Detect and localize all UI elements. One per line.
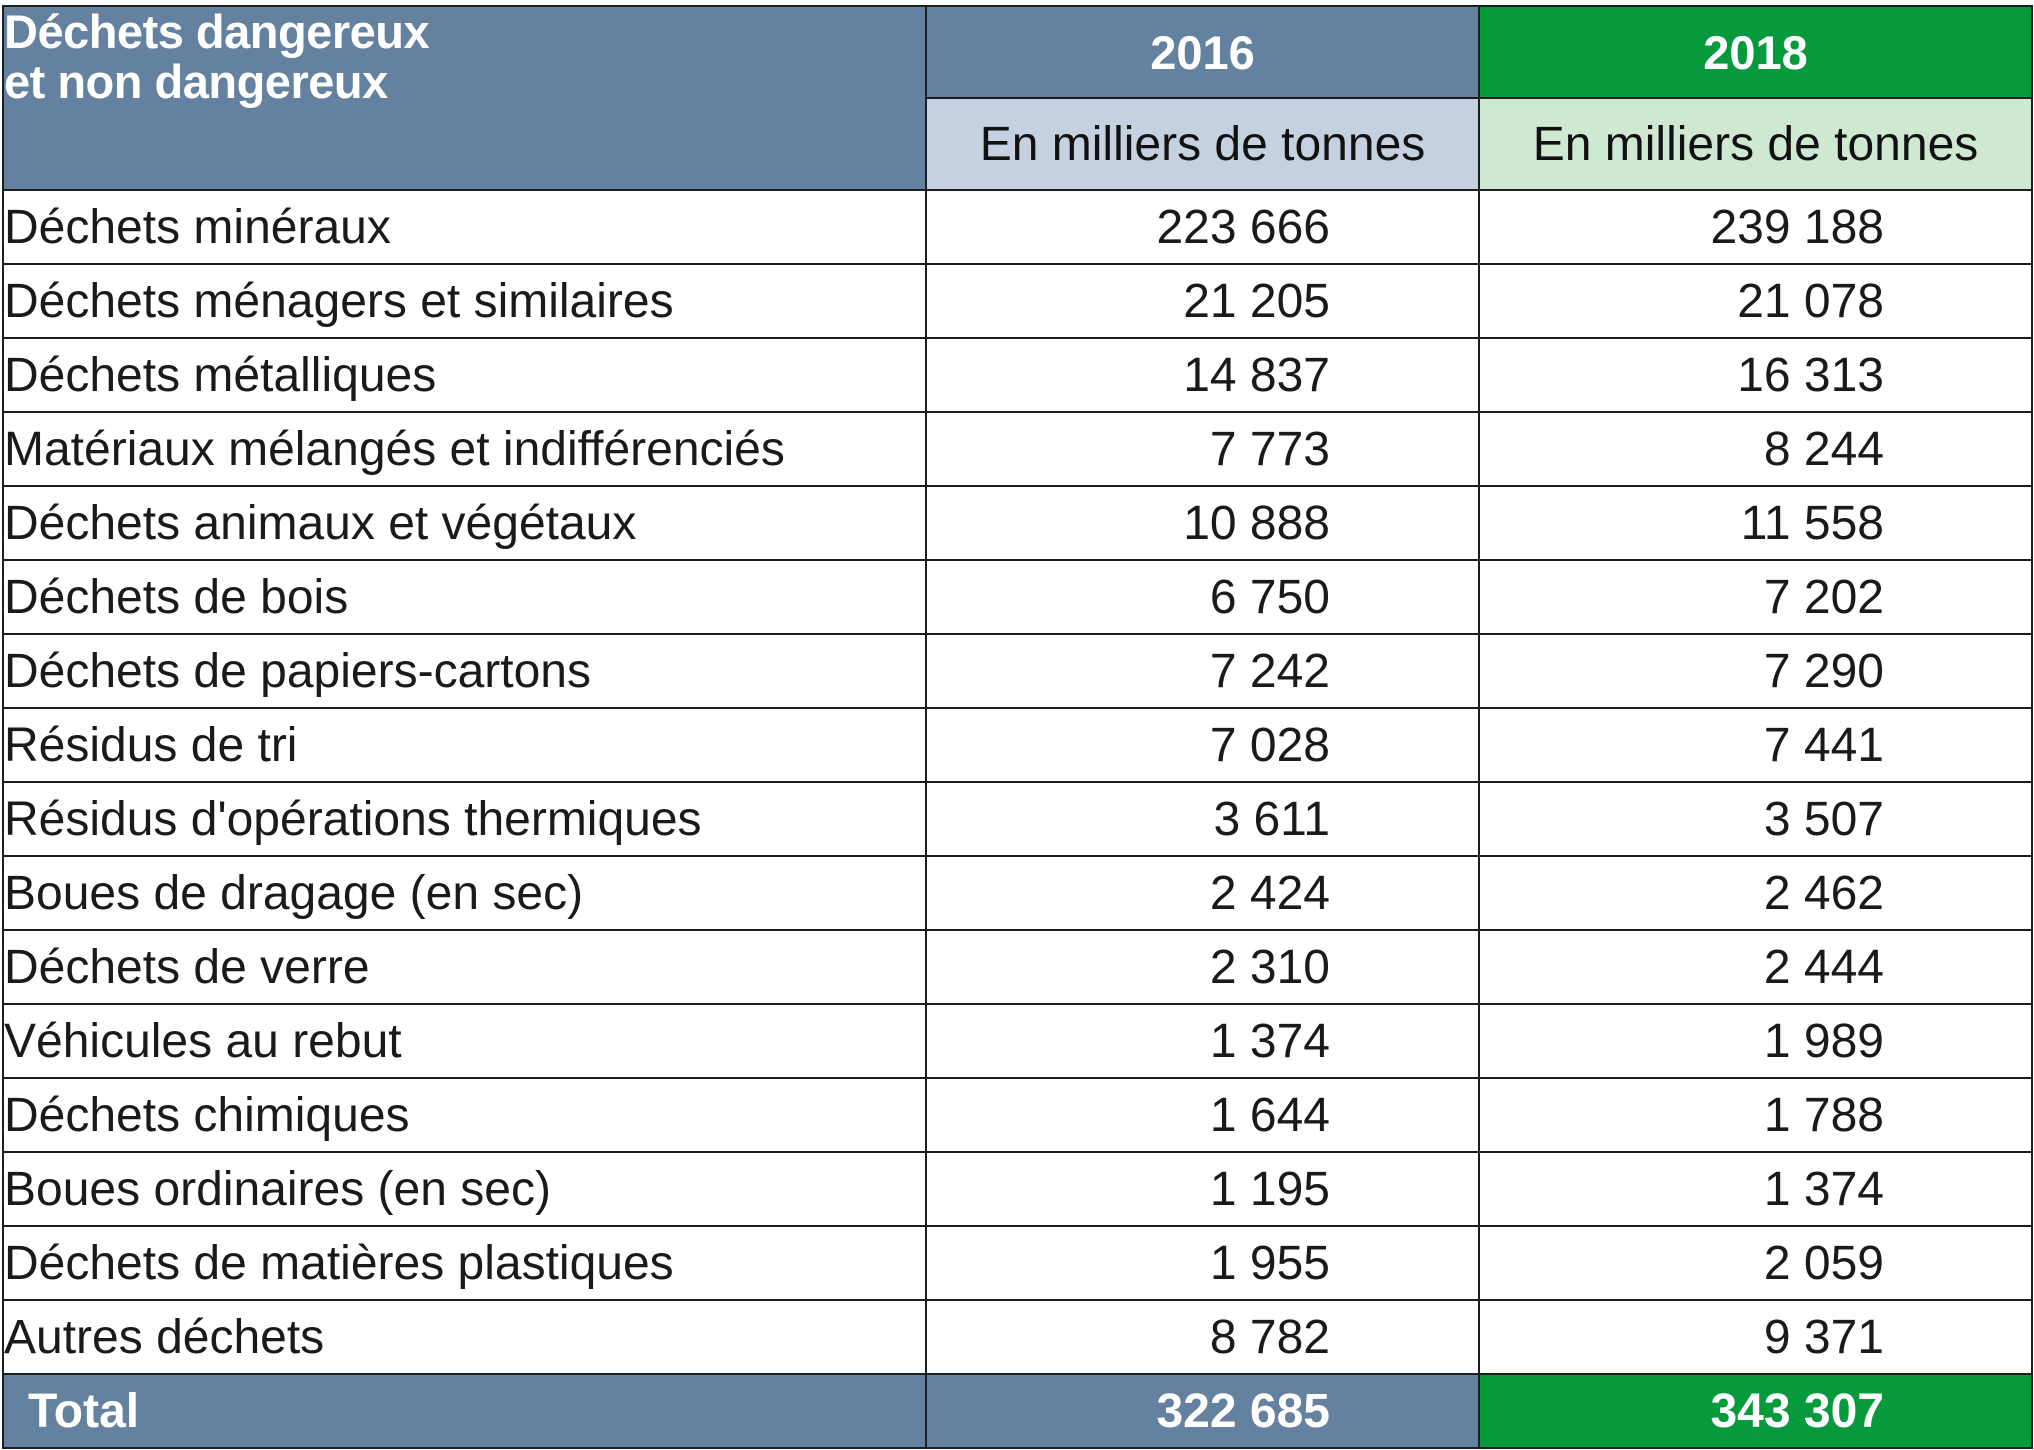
row-value-2018: 1 989 bbox=[1478, 1003, 2033, 1079]
row-label: Déchets de papiers-cartons bbox=[2, 633, 927, 709]
row-label: Déchets animaux et végétaux bbox=[2, 485, 927, 561]
row-value-2018: 9 371 bbox=[1478, 1299, 2033, 1375]
total-value-2016: 322 685 bbox=[925, 1373, 1480, 1449]
row-value-2018: 1 788 bbox=[1478, 1077, 2033, 1153]
row-label: Déchets de verre bbox=[2, 929, 927, 1005]
row-label: Matériaux mélangés et indifférenciés bbox=[2, 411, 927, 487]
row-value-2018: 7 441 bbox=[1478, 707, 2033, 783]
total-value-2018: 343 307 bbox=[1478, 1373, 2033, 1449]
row-value-2016: 1 374 bbox=[925, 1003, 1480, 1079]
waste-table: Déchets dangereux et non dangereux 2016 … bbox=[2, 5, 2033, 1449]
table-body: Déchets minéraux 223 666 239 188 Déchets mé… bbox=[2, 189, 2033, 1375]
table-row: Déchets chimiques 1 644 1 788 bbox=[2, 1077, 2033, 1153]
row-value-2016: 6 750 bbox=[925, 559, 1480, 635]
row-value-2018: 16 313 bbox=[1478, 337, 2033, 413]
row-value-2016: 223 666 bbox=[925, 189, 1480, 265]
table-row: Déchets de papiers-cartons 7 242 7 290 bbox=[2, 633, 2033, 709]
total-label: Total bbox=[2, 1373, 927, 1449]
row-value-2018: 1 374 bbox=[1478, 1151, 2033, 1227]
row-value-2018: 21 078 bbox=[1478, 263, 2033, 339]
row-value-2018: 239 188 bbox=[1478, 189, 2033, 265]
row-value-2016: 1 955 bbox=[925, 1225, 1480, 1301]
row-label: Véhicules au rebut bbox=[2, 1003, 927, 1079]
table-row: Boues de dragage (en sec) 2 424 2 462 bbox=[2, 855, 2033, 931]
row-label: Autres déchets bbox=[2, 1299, 927, 1375]
row-value-2016: 8 782 bbox=[925, 1299, 1480, 1375]
row-value-2018: 8 244 bbox=[1478, 411, 2033, 487]
row-value-2018: 2 444 bbox=[1478, 929, 2033, 1005]
column-header-2016: 2016 bbox=[925, 5, 1480, 99]
row-value-2016: 1 195 bbox=[925, 1151, 1480, 1227]
row-value-2018: 2 059 bbox=[1478, 1225, 2033, 1301]
header-label-line1: Déchets dangereux bbox=[4, 6, 430, 58]
table-row: Autres déchets 8 782 9 371 bbox=[2, 1299, 2033, 1375]
table-row: Déchets de bois 6 750 7 202 bbox=[2, 559, 2033, 635]
table-row: Déchets ménagers et similaires 21 205 21 0… bbox=[2, 263, 2033, 339]
row-label: Boues ordinaires (en sec) bbox=[2, 1151, 927, 1227]
row-value-2018: 2 462 bbox=[1478, 855, 2033, 931]
table-row: Déchets métalliques 14 837 16 313 bbox=[2, 337, 2033, 413]
row-label: Déchets de bois bbox=[2, 559, 927, 635]
row-value-2016: 2 310 bbox=[925, 929, 1480, 1005]
row-value-2016: 2 424 bbox=[925, 855, 1480, 931]
header-label-line2: et non dangereux bbox=[4, 55, 388, 108]
row-value-2016: 10 888 bbox=[925, 485, 1480, 561]
table-row: Résidus de tri 7 028 7 441 bbox=[2, 707, 2033, 783]
unit-label-2016: En milliers de tonnes bbox=[925, 97, 1480, 191]
header-row: Déchets dangereux et non dangereux 2016 … bbox=[2, 5, 2033, 191]
row-value-2018: 11 558 bbox=[1478, 485, 2033, 561]
total-row: Total 322 685 343 307 bbox=[2, 1373, 2033, 1449]
unit-label-2018: En milliers de tonnes bbox=[1478, 97, 2033, 191]
table-row: Déchets minéraux 223 666 239 188 bbox=[2, 189, 2033, 265]
row-label: Boues de dragage (en sec) bbox=[2, 855, 927, 931]
row-value-2016: 1 644 bbox=[925, 1077, 1480, 1153]
row-value-2016: 7 773 bbox=[925, 411, 1480, 487]
row-value-2018: 7 202 bbox=[1478, 559, 2033, 635]
table-row: Déchets de verre 2 310 2 444 bbox=[2, 929, 2033, 1005]
row-label: Déchets chimiques bbox=[2, 1077, 927, 1153]
row-value-2016: 7 028 bbox=[925, 707, 1480, 783]
table-row: Matériaux mélangés et indifférenciés 7 77… bbox=[2, 411, 2033, 487]
row-value-2016: 21 205 bbox=[925, 263, 1480, 339]
row-label: Déchets de matières plastiques bbox=[2, 1225, 927, 1301]
row-label: Déchets ménagers et similaires bbox=[2, 263, 927, 339]
table-row: Véhicules au rebut 1 374 1 989 bbox=[2, 1003, 2033, 1079]
row-label: Déchets minéraux bbox=[2, 189, 927, 265]
table-header-label: Déchets dangereux et non dangereux bbox=[2, 5, 927, 191]
row-value-2016: 14 837 bbox=[925, 337, 1480, 413]
row-label: Résidus de tri bbox=[2, 707, 927, 783]
table-row: Boues ordinaires (en sec) 1 195 1 374 bbox=[2, 1151, 2033, 1227]
row-value-2016: 7 242 bbox=[925, 633, 1480, 709]
table-row: Déchets de matières plastiques 1 955 2 059 bbox=[2, 1225, 2033, 1301]
table-row: Résidus d'opérations thermiques 3 611 3 50… bbox=[2, 781, 2033, 857]
column-header-2018: 2018 bbox=[1478, 5, 2033, 99]
row-label: Déchets métalliques bbox=[2, 337, 927, 413]
table-row: Déchets animaux et végétaux 10 888 11 558 bbox=[2, 485, 2033, 561]
row-value-2018: 7 290 bbox=[1478, 633, 2033, 709]
row-value-2018: 3 507 bbox=[1478, 781, 2033, 857]
row-value-2016: 3 611 bbox=[925, 781, 1480, 857]
row-label: Résidus d'opérations thermiques bbox=[2, 781, 927, 857]
unit-row: En milliers de tonnes En milliers de ton… bbox=[3, 97, 2033, 191]
